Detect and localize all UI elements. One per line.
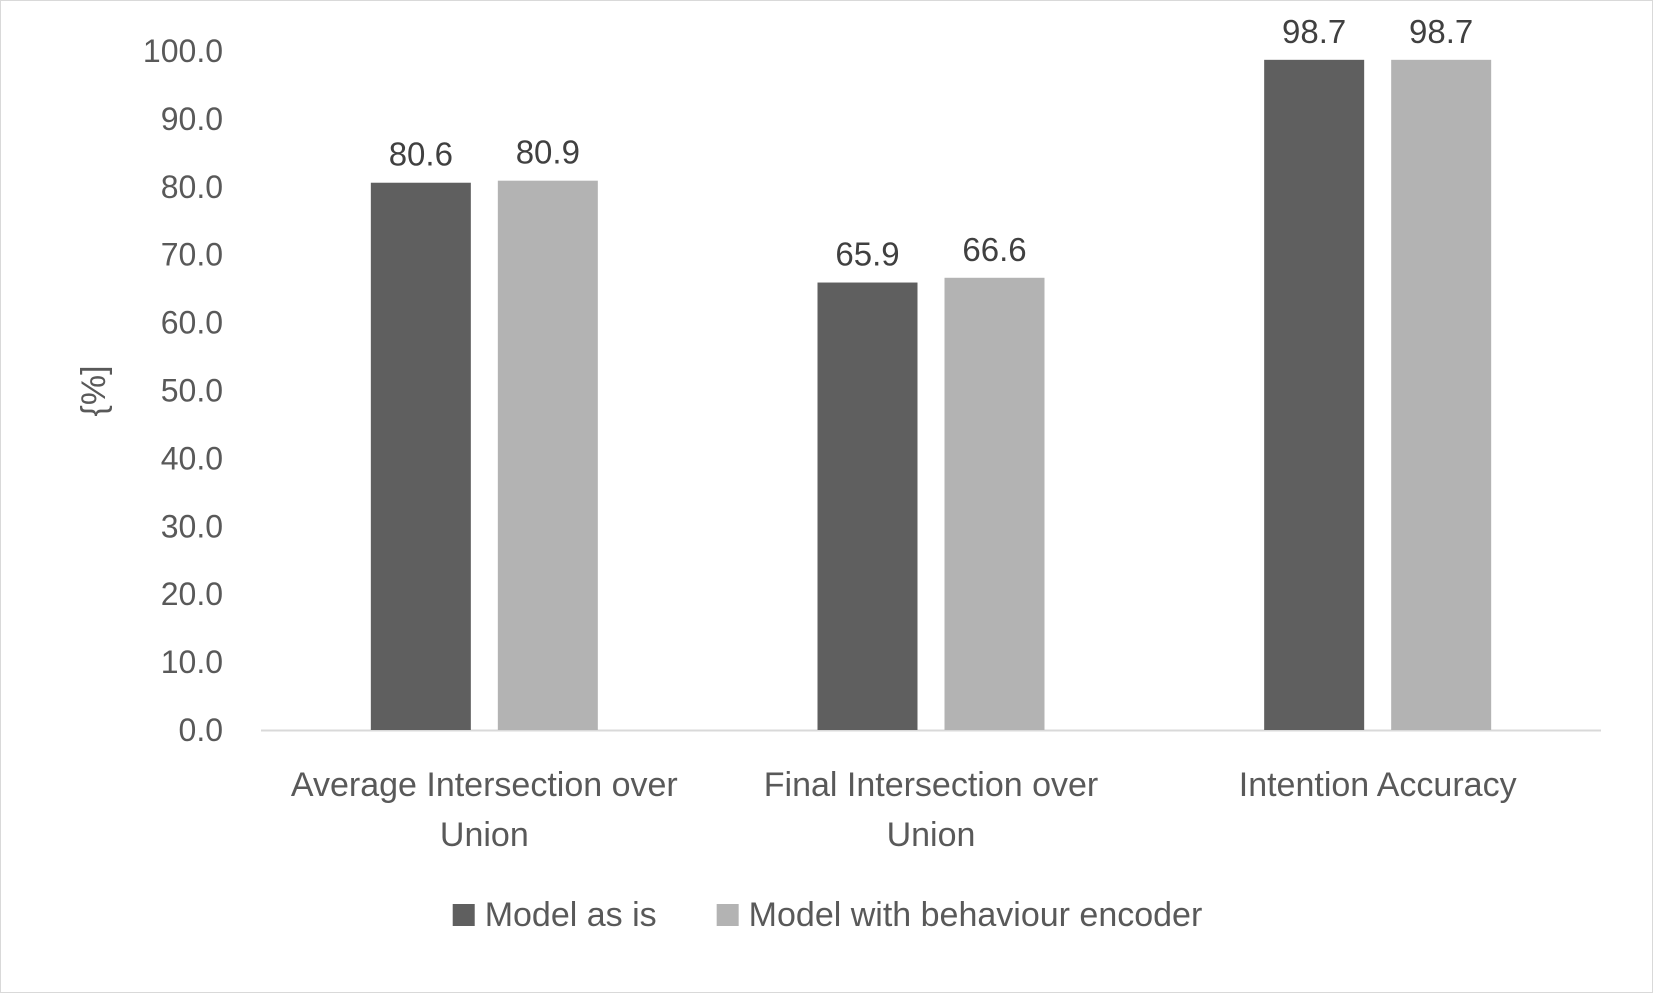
bar <box>497 180 598 731</box>
category-label: Average Intersection over Union <box>291 766 678 854</box>
y-tick-label: 70.0 <box>161 237 223 273</box>
data-label: 66.6 <box>962 231 1026 268</box>
bars <box>370 59 1492 731</box>
bar <box>1264 59 1365 730</box>
bar <box>944 277 1045 730</box>
data-label: 65.9 <box>835 236 899 273</box>
category-label: Final Intersection over Union <box>764 766 1099 854</box>
data-labels: 80.6 80.9 65.9 66.6 98.7 98.7 <box>389 13 1474 273</box>
y-tick-label: 0.0 <box>179 712 223 748</box>
legend-swatch <box>716 904 739 926</box>
y-tick-label: 20.0 <box>161 576 223 612</box>
y-tick-label: 90.0 <box>161 101 223 137</box>
legend: Model as is Model with behaviour encoder <box>452 896 1203 934</box>
bar <box>817 282 918 730</box>
data-label: 80.9 <box>516 134 580 171</box>
y-tick-label: 100.0 <box>143 33 223 69</box>
y-tick-label: 30.0 <box>161 508 223 544</box>
y-tick-label: 10.0 <box>161 644 223 680</box>
y-tick-label: 60.0 <box>161 305 223 341</box>
data-label: 98.7 <box>1282 13 1346 50</box>
data-label: 98.7 <box>1409 13 1473 50</box>
category-labels: Average Intersection over Union Final Inte… <box>291 766 1517 854</box>
category-label: Intention Accuracy <box>1239 766 1517 804</box>
y-tick-label: 40.0 <box>161 440 223 476</box>
y-tick-label: 50.0 <box>161 373 223 409</box>
y-tick-label: 80.0 <box>161 169 223 205</box>
y-axis-ticks: 0.0 10.0 20.0 30.0 40.0 50.0 60.0 70.0 80.0 90.0 1… <box>143 33 223 748</box>
bar <box>370 182 471 730</box>
data-label: 80.6 <box>389 136 453 173</box>
bar <box>1391 59 1492 730</box>
legend-label: Model as is <box>485 896 657 934</box>
legend-label: Model with behaviour encoder <box>749 896 1203 934</box>
y-axis-title: {%] <box>75 365 113 416</box>
legend-swatch <box>452 904 475 926</box>
